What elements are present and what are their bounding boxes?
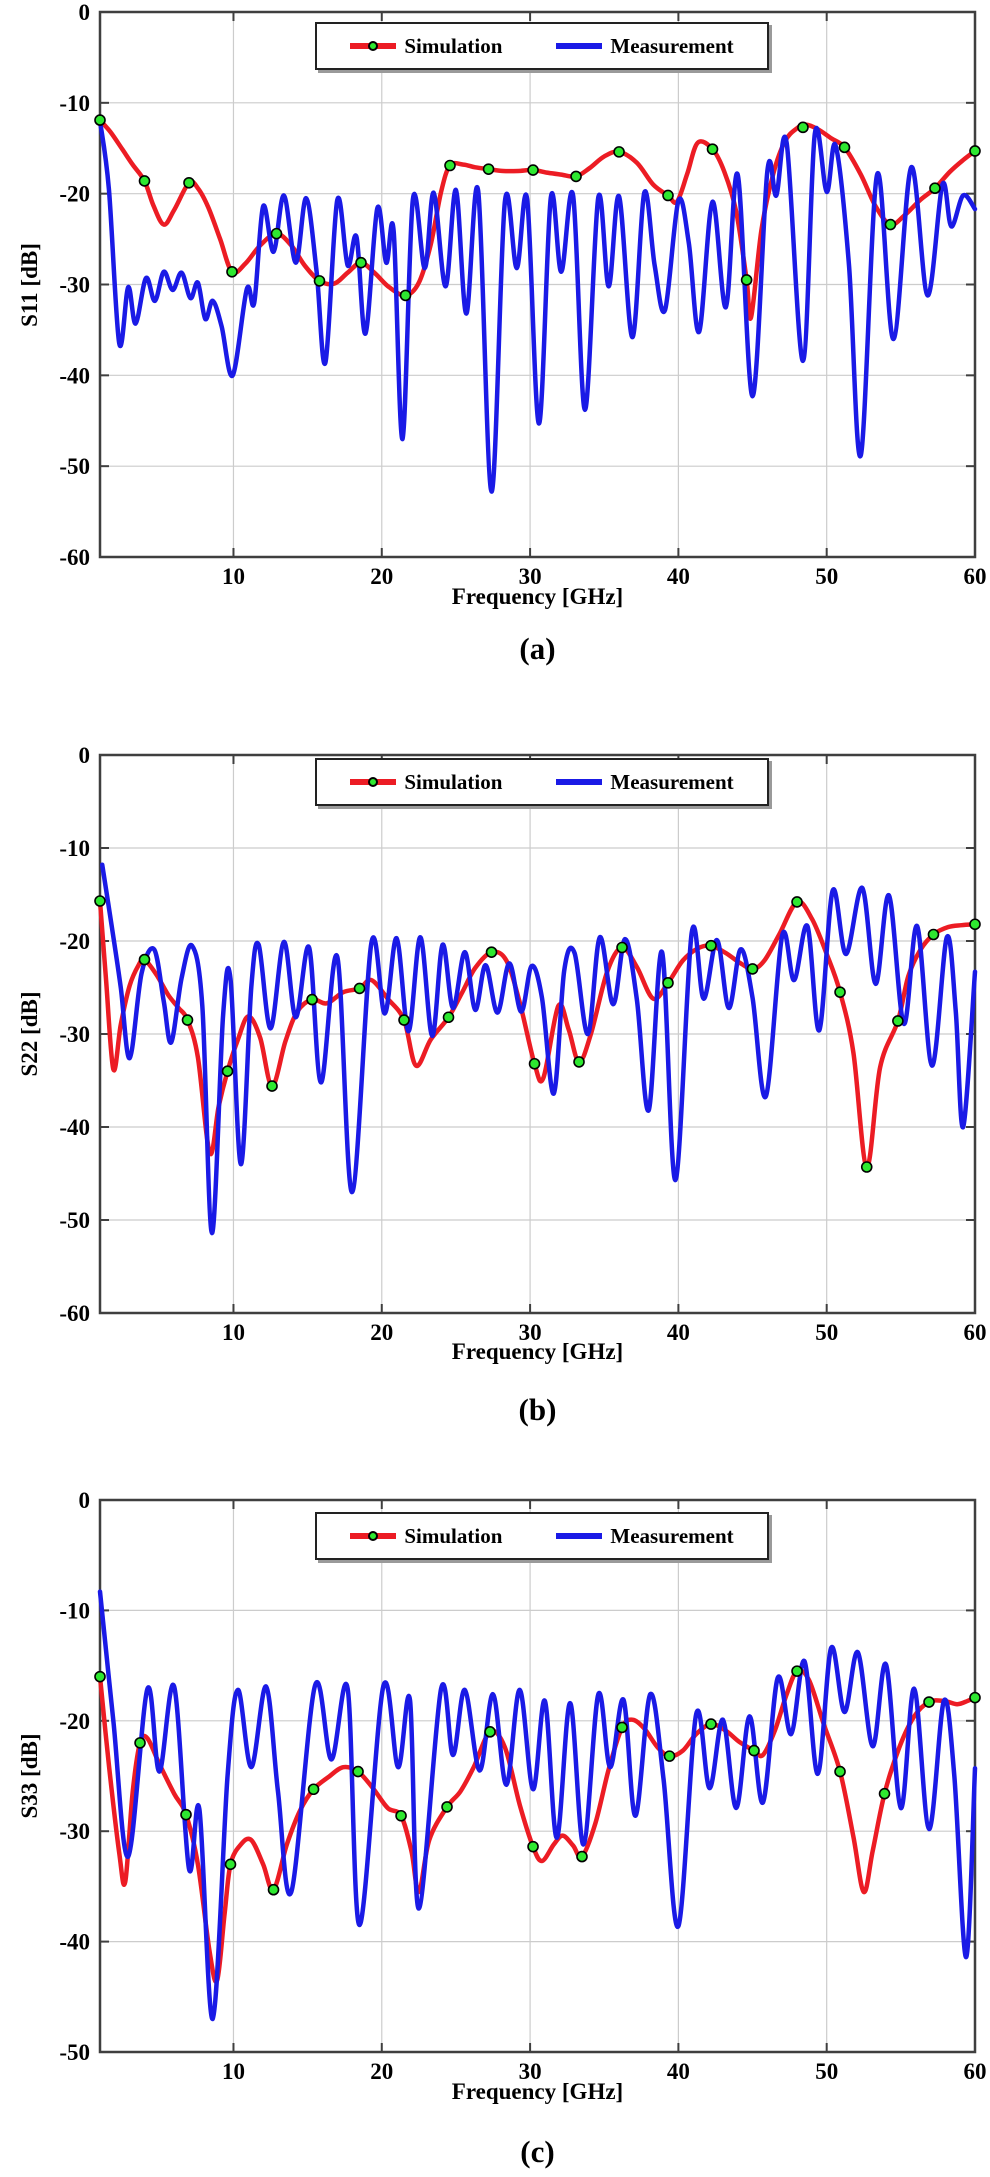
svg-text:40: 40 (667, 564, 690, 589)
plot-area-s22: 10 20 30 40 50 60 0 -10 -20 -30 -40 -50 -60 (59, 743, 987, 1345)
svg-text:-10: -10 (59, 836, 90, 861)
plot-area-s11: 10 20 30 40 50 60 0 -10 -20 -30 -40 -50 -60 (59, 0, 987, 589)
svg-text:60: 60 (964, 1320, 987, 1345)
x-axis-label-c: Frequency [GHz] (451, 2079, 624, 2104)
legend-label-simulation: Simulation (404, 769, 503, 794)
svg-text:20: 20 (370, 1320, 393, 1345)
svg-text:40: 40 (667, 2059, 690, 2084)
panel-caption-a: (a) (519, 631, 556, 666)
x-axis-label-b: Frequency [GHz] (451, 1339, 624, 1364)
svg-text:-40: -40 (59, 363, 90, 388)
svg-text:-20: -20 (59, 1709, 90, 1734)
svg-text:30: 30 (519, 564, 542, 589)
legend-label-measurement: Measurement (610, 769, 734, 794)
svg-text:40: 40 (667, 1320, 690, 1345)
simulation-line-swatch-icon (350, 41, 397, 51)
legend-label-simulation: Simulation (404, 1523, 503, 1548)
legend-item-measurement: Measurement (556, 769, 734, 795)
legend-label-measurement: Measurement (610, 33, 734, 58)
legend-item-measurement: Measurement (556, 33, 734, 59)
svg-text:0: 0 (79, 743, 91, 768)
legend-item-measurement: Measurement (556, 1523, 734, 1549)
svg-text:50: 50 (815, 2059, 838, 2084)
measurement-line-swatch-icon (556, 43, 603, 49)
legend-b: Simulation Measurement (315, 758, 769, 806)
svg-text:-20: -20 (59, 182, 90, 207)
svg-text:0: 0 (79, 0, 91, 25)
y-axis-label-s33: S33 [dB] (17, 1733, 42, 1819)
svg-text:20: 20 (370, 564, 393, 589)
legend-item-simulation: Simulation (350, 34, 502, 59)
svg-text:10: 10 (222, 1320, 245, 1345)
panel-c: 10 20 30 40 50 60 0 -10 -20 -30 -40 -50 S33 [dB] Si… (0, 1452, 990, 2177)
legend-label-simulation: Simulation (404, 33, 503, 58)
svg-text:60: 60 (964, 2059, 987, 2084)
svg-text:-10: -10 (59, 1598, 90, 1623)
svg-text:-50: -50 (59, 454, 90, 479)
svg-text:-60: -60 (59, 545, 90, 570)
legend-c: Simulation Measurement (315, 1512, 769, 1560)
panel-a: 10 20 30 40 50 60 0 -10 -20 -30 -40 -50 -60 S11 [dB]… (0, 0, 990, 726)
legend-item-simulation: Simulation (350, 1524, 502, 1549)
svg-text:10: 10 (222, 564, 245, 589)
svg-text:-30: -30 (59, 273, 90, 298)
svg-text:-30: -30 (59, 1819, 90, 1844)
legend-label-measurement: Measurement (610, 1523, 734, 1548)
simulation-line-swatch-icon (350, 777, 397, 787)
svg-text:50: 50 (815, 564, 838, 589)
y-axis-label-s22: S22 [dB] (17, 991, 42, 1077)
simulation-marker-icon (368, 41, 379, 51)
panel-caption-c: (c) (520, 2134, 555, 2169)
svg-text:-40: -40 (59, 1115, 90, 1140)
svg-text:0: 0 (79, 1488, 91, 1513)
svg-text:-40: -40 (59, 1930, 90, 1955)
svg-text:20: 20 (370, 2059, 393, 2084)
svg-text:10: 10 (222, 2059, 245, 2084)
measurement-line-swatch-icon (556, 1533, 603, 1539)
x-axis-label-a: Frequency [GHz] (451, 584, 624, 609)
simulation-marker-icon (368, 1531, 379, 1541)
svg-text:-30: -30 (59, 1022, 90, 1047)
svg-text:-50: -50 (59, 2040, 90, 2065)
plot-area-s33: 10 20 30 40 50 60 0 -10 -20 -30 -40 -50 (59, 1488, 987, 2084)
simulation-line-swatch-icon (350, 1531, 397, 1541)
panel-caption-b: (b) (518, 1392, 557, 1427)
svg-text:-50: -50 (59, 1208, 90, 1233)
svg-text:-20: -20 (59, 929, 90, 954)
panel-b: 10 20 30 40 50 60 0 -10 -20 -30 -40 -50 -60 S22 [dB]… (0, 726, 990, 1452)
legend-item-simulation: Simulation (350, 770, 502, 795)
svg-text:30: 30 (519, 1320, 542, 1345)
svg-text:-60: -60 (59, 1301, 90, 1326)
legend-a: Simulation Measurement (315, 22, 769, 70)
svg-text:60: 60 (964, 564, 987, 589)
svg-text:30: 30 (519, 2059, 542, 2084)
svg-text:-10: -10 (59, 91, 90, 116)
measurement-line-swatch-icon (556, 779, 603, 785)
simulation-marker-icon (368, 777, 379, 787)
y-axis-label-s11: S11 [dB] (17, 243, 42, 327)
svg-text:50: 50 (815, 1320, 838, 1345)
